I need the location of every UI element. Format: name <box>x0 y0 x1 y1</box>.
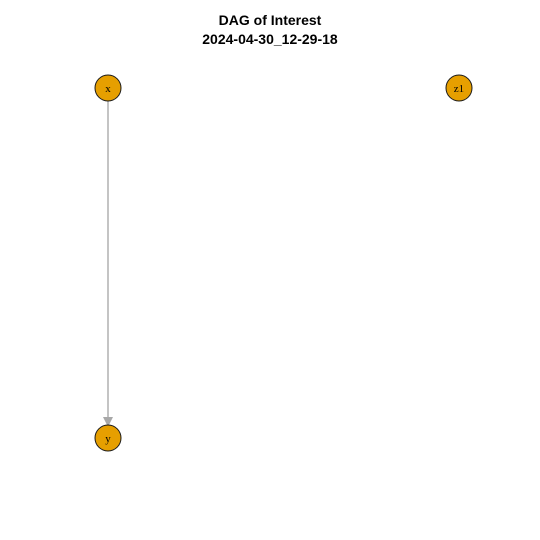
node-label-z1: z1 <box>454 83 464 95</box>
node-z1: z1 <box>445 74 473 102</box>
node-label-y: y <box>105 433 111 445</box>
diagram-title: DAG of Interest <box>218 12 322 28</box>
diagram-subtitle: 2024-04-30_12-29-18 <box>202 31 338 47</box>
node-circle-x <box>94 74 122 102</box>
node-x: x <box>94 74 122 102</box>
node-circle-y <box>94 424 122 452</box>
node-circle-z1 <box>445 74 473 102</box>
node-y: y <box>94 424 122 452</box>
node-label-x: x <box>105 83 111 95</box>
